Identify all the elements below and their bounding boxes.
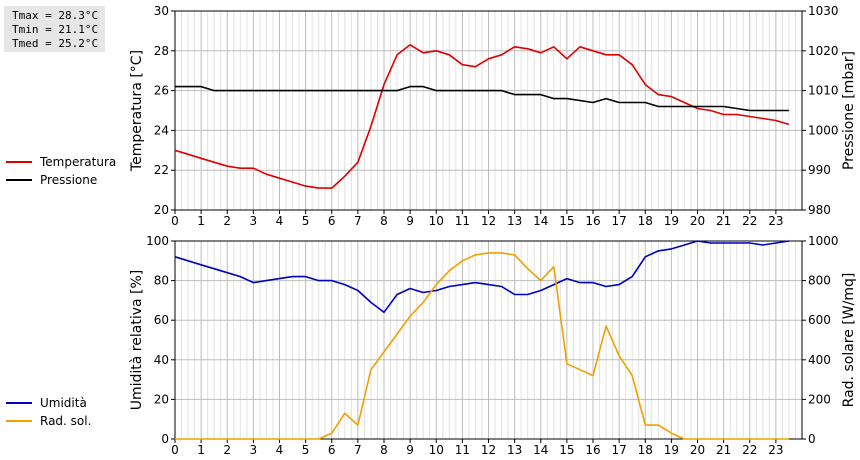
bottom-y2-tick-label: 400 xyxy=(808,353,831,367)
bottom-y2-tick-label: 1000 xyxy=(808,234,839,248)
bottom-x-tick-label: 10 xyxy=(429,443,444,457)
top-x-tick-label: 17 xyxy=(611,214,626,228)
top-x-tick-label: 21 xyxy=(716,214,731,228)
bottom-x-tick-label: 12 xyxy=(481,443,496,457)
bottom-x-tick-label: 13 xyxy=(507,443,522,457)
bottom-x-tick-label: 11 xyxy=(455,443,470,457)
bottom-x-tick-label: 7 xyxy=(354,443,362,457)
top-y-tick-label: 22 xyxy=(154,163,169,177)
bottom-y-axis-title: Umidità relativa [%] xyxy=(129,270,145,411)
top-x-tick-label: 13 xyxy=(507,214,522,228)
legend-label: Umidità xyxy=(40,396,87,410)
legend-label: Pressione xyxy=(40,173,98,187)
top-x-tick-label: 5 xyxy=(302,214,310,228)
bottom-x-tick-label: 2 xyxy=(223,443,231,457)
bottom-y2-tick-label: 600 xyxy=(808,313,831,327)
top-x-tick-label: 10 xyxy=(429,214,444,228)
bottom-x-tick-label: 5 xyxy=(302,443,310,457)
top-x-tick-label: 20 xyxy=(690,214,705,228)
stat-tmed: Tmed = 25.2°C xyxy=(12,37,99,50)
bottom-y-tick-label: 20 xyxy=(154,392,169,406)
bottom-y-tick-label: 100 xyxy=(146,234,169,248)
bottom-y2-tick-label: 0 xyxy=(808,432,816,446)
bottom-x-tick-label: 8 xyxy=(380,443,388,457)
bottom-y2-tick-label: 800 xyxy=(808,274,831,288)
top-x-tick-label: 2 xyxy=(223,214,231,228)
top-series-pressione xyxy=(175,85,789,112)
legend-swatch xyxy=(6,161,32,163)
bottom-y-tick-label: 60 xyxy=(154,313,169,327)
legend-swatch xyxy=(6,179,32,181)
bottom-y2-axis-title: Rad. solare [W/mq] xyxy=(841,273,857,408)
top-y2-tick-label: 980 xyxy=(808,203,831,217)
bottom-y2-tick-label: 200 xyxy=(808,392,831,406)
top-y-tick-label: 28 xyxy=(154,44,169,58)
stats-box: Tmax = 28.3°C Tmin = 21.1°C Tmed = 25.2°… xyxy=(4,6,105,52)
bottom-series-rad-sol xyxy=(175,252,789,440)
top-y-tick-label: 20 xyxy=(154,203,169,217)
bottom-x-tick-label: 23 xyxy=(768,443,783,457)
top-y2-tick-label: 1010 xyxy=(808,84,839,98)
legend-label: Temperatura xyxy=(40,155,117,169)
bottom-x-tick-label: 21 xyxy=(716,443,731,457)
top-y2-tick-label: 990 xyxy=(808,163,831,177)
top-x-tick-label: 6 xyxy=(328,214,336,228)
top-x-tick-label: 12 xyxy=(481,214,496,228)
top-x-tick-label: 4 xyxy=(276,214,284,228)
top-x-tick-label: 16 xyxy=(585,214,600,228)
bottom-y-tick-label: 80 xyxy=(154,274,169,288)
top-x-tick-label: 8 xyxy=(380,214,388,228)
bottom-x-tick-label: 0 xyxy=(171,443,179,457)
legend-label: Rad. sol. xyxy=(40,414,92,428)
top-y2-axis-title: Pressione [mbar] xyxy=(841,51,857,170)
bottom-series-umidit xyxy=(174,240,790,314)
bottom-x-tick-label: 20 xyxy=(690,443,705,457)
bottom-x-tick-label: 18 xyxy=(638,443,653,457)
top-y2-tick-label: 1030 xyxy=(808,4,839,18)
bottom-y-tick-label: 40 xyxy=(154,353,169,367)
top-y-tick-label: 26 xyxy=(154,84,169,98)
stat-tmax: Tmax = 28.3°C xyxy=(12,9,99,22)
legend-swatch xyxy=(6,420,32,422)
top-x-tick-label: 14 xyxy=(533,214,548,228)
bottom-x-tick-label: 19 xyxy=(664,443,679,457)
top-x-tick-label: 9 xyxy=(406,214,414,228)
top-y-tick-label: 24 xyxy=(154,123,169,137)
bottom-x-tick-label: 6 xyxy=(328,443,336,457)
top-x-tick-label: 3 xyxy=(250,214,258,228)
top-x-tick-label: 22 xyxy=(742,214,757,228)
top-x-tick-label: 19 xyxy=(664,214,679,228)
bottom-x-tick-label: 4 xyxy=(276,443,284,457)
stat-tmin: Tmin = 21.1°C xyxy=(12,23,99,36)
top-x-tick-label: 1 xyxy=(197,214,205,228)
bottom-x-tick-label: 16 xyxy=(585,443,600,457)
top-x-tick-label: 18 xyxy=(638,214,653,228)
top-x-tick-label: 11 xyxy=(455,214,470,228)
top-series-temperatura xyxy=(174,43,790,189)
bottom-x-tick-label: 3 xyxy=(250,443,258,457)
top-y2-tick-label: 1000 xyxy=(808,123,839,137)
top-y-axis-title: Temperatura [°C] xyxy=(129,50,145,172)
bottom-x-tick-label: 14 xyxy=(533,443,548,457)
top-x-tick-label: 23 xyxy=(768,214,783,228)
top-x-tick-label: 15 xyxy=(559,214,574,228)
bottom-x-tick-label: 22 xyxy=(742,443,757,457)
top-x-tick-label: 7 xyxy=(354,214,362,228)
bottom-x-tick-label: 15 xyxy=(559,443,574,457)
bottom-y-tick-label: 0 xyxy=(161,432,169,446)
top-y2-tick-label: 1020 xyxy=(808,44,839,58)
bottom-x-tick-label: 17 xyxy=(611,443,626,457)
bottom-x-tick-label: 9 xyxy=(406,443,414,457)
bottom-x-tick-label: 1 xyxy=(197,443,205,457)
legend-swatch xyxy=(6,402,32,404)
top-y-tick-label: 30 xyxy=(154,4,169,18)
top-x-tick-label: 0 xyxy=(171,214,179,228)
